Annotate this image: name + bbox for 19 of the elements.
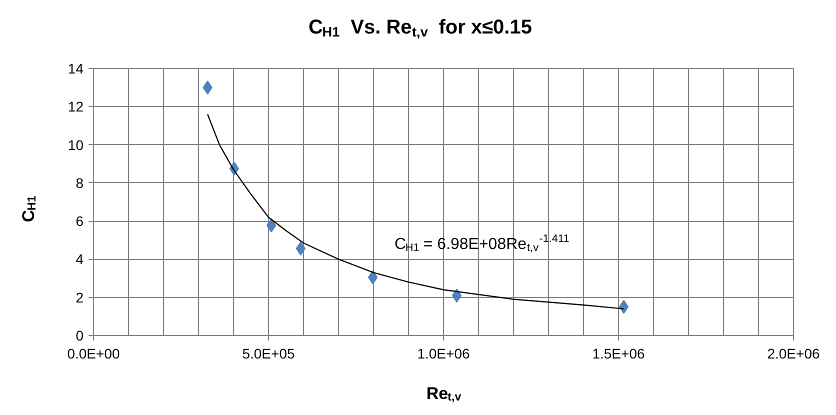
point <box>618 300 629 314</box>
y-tick-label: 10 <box>68 136 84 153</box>
text: CH1 <box>19 196 39 222</box>
point <box>452 288 462 303</box>
x-tick-label: 5.0E+05 <box>242 346 295 362</box>
y-tick-label: 0 <box>76 328 84 344</box>
y-tick-label: 2 <box>76 289 84 306</box>
x-tick-label: 0.0E+00 <box>67 346 120 362</box>
x-tick-label: 1.5E+06 <box>592 346 645 362</box>
y-tick-label: 6 <box>76 213 84 230</box>
y-tick-label: 12 <box>68 98 84 115</box>
y-tick-label: 8 <box>76 174 84 191</box>
point <box>296 242 306 256</box>
x-tick-label: 2.0E+06 <box>767 346 820 362</box>
point <box>266 218 276 232</box>
y-tick-label: 4 <box>76 251 84 268</box>
point <box>368 270 378 284</box>
x-tick-label: 1.0E+06 <box>417 346 470 362</box>
y-tick-label: 14 <box>68 60 84 76</box>
